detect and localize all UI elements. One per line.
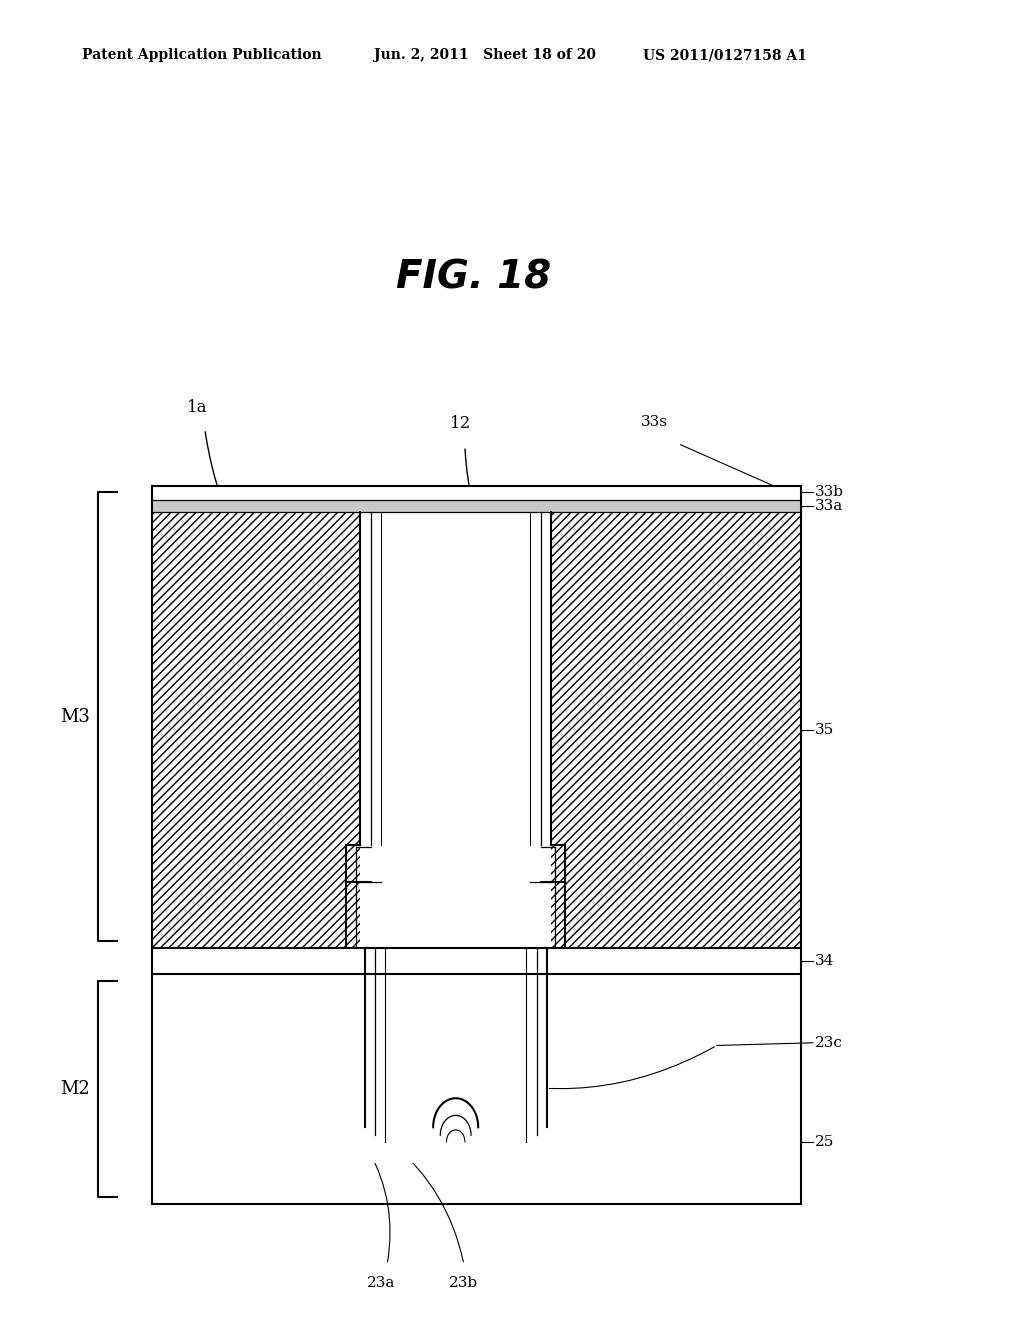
Bar <box>551 486 801 948</box>
Text: US 2011/0127158 A1: US 2011/0127158 A1 <box>643 49 807 62</box>
Text: 25: 25 <box>815 1135 835 1148</box>
Text: 1a: 1a <box>187 399 208 416</box>
Text: 35: 35 <box>815 723 835 737</box>
Text: FIG. 18: FIG. 18 <box>395 259 551 296</box>
Bar <box>152 486 801 500</box>
Bar <box>152 486 801 1204</box>
Bar <box>152 486 360 948</box>
Text: 33b: 33b <box>815 486 844 499</box>
Text: 33a: 33a <box>815 499 844 513</box>
Bar <box>152 974 801 1204</box>
Text: M3: M3 <box>60 708 90 726</box>
Bar <box>386 948 525 1144</box>
Bar <box>152 500 801 512</box>
Bar <box>367 882 545 948</box>
Bar <box>360 512 551 948</box>
Text: 23b: 23b <box>450 1276 478 1291</box>
Text: 23c: 23c <box>815 1036 843 1049</box>
Text: 33s: 33s <box>641 414 668 429</box>
Text: 23a: 23a <box>367 1276 395 1291</box>
Bar <box>152 948 801 974</box>
Text: Jun. 2, 2011   Sheet 18 of 20: Jun. 2, 2011 Sheet 18 of 20 <box>374 49 596 62</box>
Text: 34: 34 <box>815 954 835 968</box>
Text: M2: M2 <box>60 1080 90 1098</box>
Text: 12: 12 <box>451 414 471 432</box>
Bar <box>362 948 549 1163</box>
Text: Patent Application Publication: Patent Application Publication <box>82 49 322 62</box>
